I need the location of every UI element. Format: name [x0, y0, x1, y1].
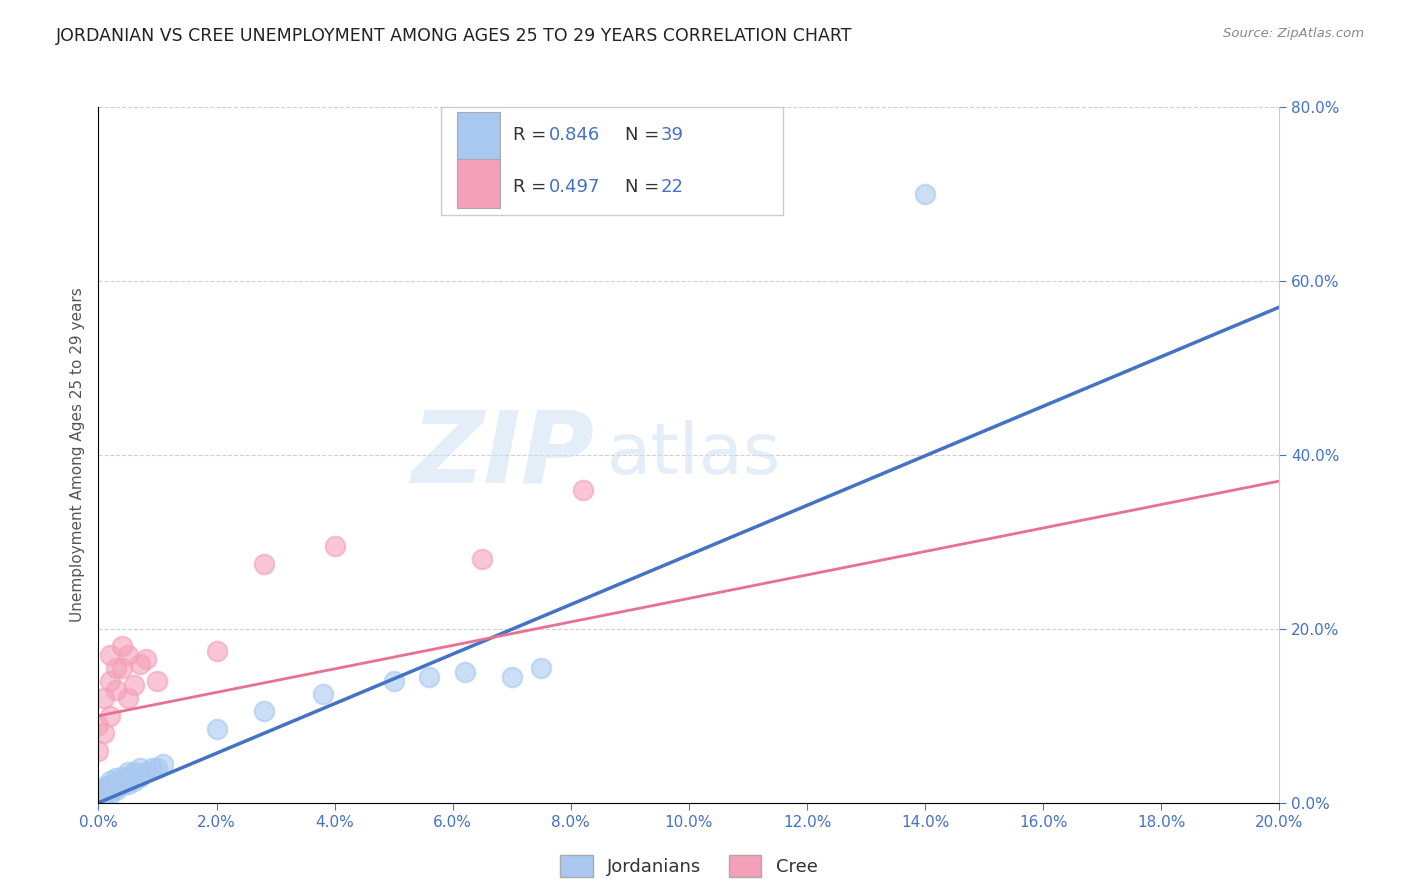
Point: [111, 770, 134, 784]
Point: [105, 782, 128, 797]
Point: [152, 756, 174, 771]
Point: [93, 787, 115, 801]
Point: [93, 691, 115, 706]
Point: [914, 187, 936, 202]
Text: N =: N =: [626, 126, 665, 144]
Point: [253, 557, 276, 571]
Point: [93, 791, 115, 805]
Point: [105, 780, 128, 794]
Point: [98, 708, 121, 723]
Point: [146, 761, 169, 775]
Point: [93, 789, 115, 803]
Point: [87, 789, 110, 803]
Text: 22: 22: [661, 178, 683, 196]
Point: [93, 780, 115, 794]
Point: [128, 761, 150, 775]
FancyBboxPatch shape: [457, 159, 501, 209]
Point: [253, 705, 276, 719]
Point: [471, 552, 494, 566]
Point: [128, 657, 150, 671]
Point: [87, 791, 110, 805]
Point: [312, 687, 335, 701]
Point: [98, 648, 121, 662]
Legend: Jordanians, Cree: Jordanians, Cree: [553, 847, 825, 884]
Point: [117, 691, 139, 706]
Point: [87, 717, 110, 731]
Text: Source: ZipAtlas.com: Source: ZipAtlas.com: [1223, 27, 1364, 40]
Point: [382, 674, 405, 689]
Point: [128, 770, 150, 784]
FancyBboxPatch shape: [441, 107, 783, 215]
Point: [530, 661, 553, 675]
Point: [135, 652, 157, 666]
Point: [111, 639, 134, 653]
Point: [135, 765, 157, 780]
Point: [98, 674, 121, 689]
Point: [122, 678, 145, 692]
Point: [93, 726, 115, 740]
Point: [87, 744, 110, 758]
Point: [117, 648, 139, 662]
Point: [98, 778, 121, 792]
Point: [111, 778, 134, 792]
Y-axis label: Unemployment Among Ages 25 to 29 years: Unemployment Among Ages 25 to 29 years: [69, 287, 84, 623]
Point: [571, 483, 593, 497]
Point: [117, 765, 139, 780]
Text: R =: R =: [513, 178, 553, 196]
Text: 0.497: 0.497: [548, 178, 600, 196]
Text: atlas: atlas: [606, 420, 780, 490]
Point: [105, 777, 128, 791]
Point: [323, 539, 346, 553]
Point: [111, 661, 134, 675]
Point: [93, 782, 115, 797]
FancyBboxPatch shape: [457, 112, 501, 161]
Point: [122, 765, 145, 780]
Point: [117, 777, 139, 791]
Text: 0.846: 0.846: [548, 126, 599, 144]
Point: [453, 665, 475, 680]
Point: [105, 661, 128, 675]
Point: [418, 670, 440, 684]
Point: [501, 670, 523, 684]
Point: [146, 674, 169, 689]
Point: [98, 787, 121, 801]
Point: [98, 782, 121, 797]
Point: [111, 774, 134, 789]
Point: [117, 770, 139, 784]
Point: [98, 774, 121, 789]
Text: JORDANIAN VS CREE UNEMPLOYMENT AMONG AGES 25 TO 29 YEARS CORRELATION CHART: JORDANIAN VS CREE UNEMPLOYMENT AMONG AGE…: [56, 27, 853, 45]
Point: [105, 682, 128, 697]
Text: R =: R =: [513, 126, 553, 144]
Text: 39: 39: [661, 126, 683, 144]
Point: [105, 772, 128, 786]
Text: N =: N =: [626, 178, 665, 196]
Point: [93, 785, 115, 799]
Point: [205, 643, 228, 657]
Text: ZIP: ZIP: [412, 407, 595, 503]
Point: [141, 761, 163, 775]
Point: [122, 774, 145, 789]
Point: [205, 722, 228, 736]
